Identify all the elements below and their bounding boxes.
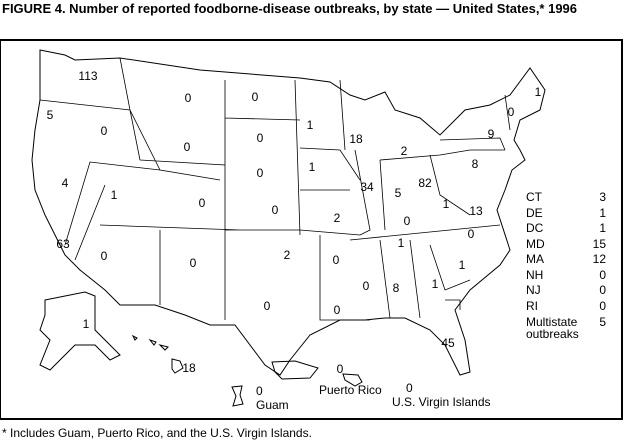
multistate-value: 5 bbox=[599, 315, 606, 329]
state-value-ms: 0 bbox=[362, 279, 370, 293]
state-value-tx: 0 bbox=[263, 299, 271, 313]
state-value-nm: 0 bbox=[189, 256, 197, 270]
state-value-ca: 63 bbox=[56, 237, 70, 251]
state-value-wi: 18 bbox=[349, 132, 363, 146]
state-value-mi: 2 bbox=[400, 144, 408, 158]
legend-row-md: MD 15 bbox=[526, 237, 606, 253]
state-value-co: 0 bbox=[198, 196, 206, 210]
legend-row-ct: CT 3 bbox=[526, 190, 606, 206]
legend-state: MD bbox=[526, 236, 545, 251]
legend-row-dc: DC 1 bbox=[526, 221, 606, 237]
hawaii-islands bbox=[131, 334, 184, 374]
map-frame bbox=[0, 39, 623, 420]
state-value-me: 1 bbox=[534, 85, 542, 99]
alaska-outline bbox=[39, 291, 121, 371]
state-value-mt: 0 bbox=[184, 91, 192, 105]
state-borders bbox=[39, 57, 511, 321]
territory-value-vi: 0 bbox=[406, 381, 413, 395]
footnote: * Includes Guam, Puerto Rico, and the U.… bbox=[2, 426, 312, 440]
state-value-ny: 9 bbox=[487, 127, 495, 141]
state-value-vt: 0 bbox=[507, 105, 515, 119]
state-value-sd: 0 bbox=[256, 131, 264, 145]
state-value-al: 8 bbox=[392, 281, 400, 295]
state-value-nc: 0 bbox=[467, 227, 475, 241]
legend-value: 15 bbox=[592, 236, 606, 251]
legend-state: MA bbox=[526, 252, 544, 266]
state-value-wy: 0 bbox=[183, 140, 191, 154]
state-value-ia: 1 bbox=[308, 160, 316, 174]
legend-row-nj: NJ 0 bbox=[526, 283, 606, 299]
legend-state: DE bbox=[526, 205, 543, 220]
state-value-wa: 113 bbox=[78, 69, 98, 83]
legend-row-multistate: Multistate outbreaks 5 bbox=[526, 316, 606, 340]
legend-value: 1 bbox=[599, 221, 606, 235]
territory-value-guam: 0 bbox=[256, 384, 263, 398]
contiguous-us-outline bbox=[31, 49, 546, 376]
puerto-rico-outline bbox=[271, 360, 319, 380]
state-value-va: 13 bbox=[469, 204, 483, 218]
state-value-in: 5 bbox=[394, 186, 402, 200]
state-value-mo: 2 bbox=[333, 211, 341, 225]
legend-row-ma: MA 12 bbox=[526, 252, 606, 268]
legend-row-ri: RI 0 bbox=[526, 299, 606, 315]
legend-value: 1 bbox=[599, 205, 606, 220]
legend-state: NJ bbox=[526, 283, 541, 297]
state-value-tn: 1 bbox=[397, 236, 405, 250]
legend-row-de: DE 1 bbox=[526, 206, 606, 222]
legend-row-nh: NH 0 bbox=[526, 268, 606, 284]
state-value-ut: 1 bbox=[110, 188, 118, 202]
state-value-sc: 1 bbox=[458, 258, 466, 272]
state-value-or: 5 bbox=[46, 108, 54, 122]
legend-state: RI bbox=[526, 298, 538, 313]
territory-name-guam: Guam bbox=[256, 398, 289, 412]
state-value-nd: 0 bbox=[251, 90, 259, 104]
state-value-ky: 0 bbox=[403, 214, 411, 228]
legend-value: 12 bbox=[592, 252, 606, 266]
state-value-ga: 1 bbox=[431, 277, 439, 291]
legend-state: DC bbox=[526, 221, 544, 235]
state-value-il: 34 bbox=[360, 180, 374, 194]
state-value-wv: 1 bbox=[442, 197, 450, 211]
territory-name-vi: U.S. Virgin Islands bbox=[392, 395, 491, 409]
legend-state: NH bbox=[526, 267, 544, 282]
small-states-legend: CT 3 DE 1 DC 1 MD 15 MA 12 NH 0 NJ 0 RI 0 Multis… bbox=[526, 190, 606, 340]
state-value-oh: 82 bbox=[418, 176, 432, 190]
state-value-hi: 18 bbox=[182, 361, 196, 375]
state-value-ak: 1 bbox=[82, 317, 90, 331]
state-value-ar: 0 bbox=[332, 253, 340, 267]
guam-outline bbox=[231, 385, 244, 407]
state-value-id: 0 bbox=[100, 124, 108, 138]
state-value-az: 0 bbox=[100, 249, 108, 263]
state-value-fl: 45 bbox=[441, 336, 455, 350]
state-value-ks: 0 bbox=[271, 203, 279, 217]
state-value-ne: 0 bbox=[256, 166, 264, 180]
state-value-nv: 4 bbox=[61, 176, 69, 190]
legend-value: 0 bbox=[599, 267, 606, 282]
territory-value-pr: 0 bbox=[336, 362, 344, 376]
figure-title: FIGURE 4. Number of reported foodborne-d… bbox=[2, 1, 578, 16]
virgin-islands-outline bbox=[342, 373, 363, 387]
state-value-pa: 8 bbox=[471, 157, 479, 171]
multistate-label: Multistate outbreaks bbox=[526, 315, 579, 341]
state-value-ok: 2 bbox=[283, 248, 291, 262]
territory-name-pr: Puerto Rico bbox=[319, 383, 382, 397]
legend-value: 3 bbox=[599, 190, 606, 204]
state-value-mn: 1 bbox=[306, 118, 314, 132]
legend-value: 0 bbox=[599, 298, 606, 313]
state-value-la: 0 bbox=[333, 303, 341, 317]
legend-state: CT bbox=[526, 190, 542, 204]
legend-value: 0 bbox=[599, 283, 606, 297]
